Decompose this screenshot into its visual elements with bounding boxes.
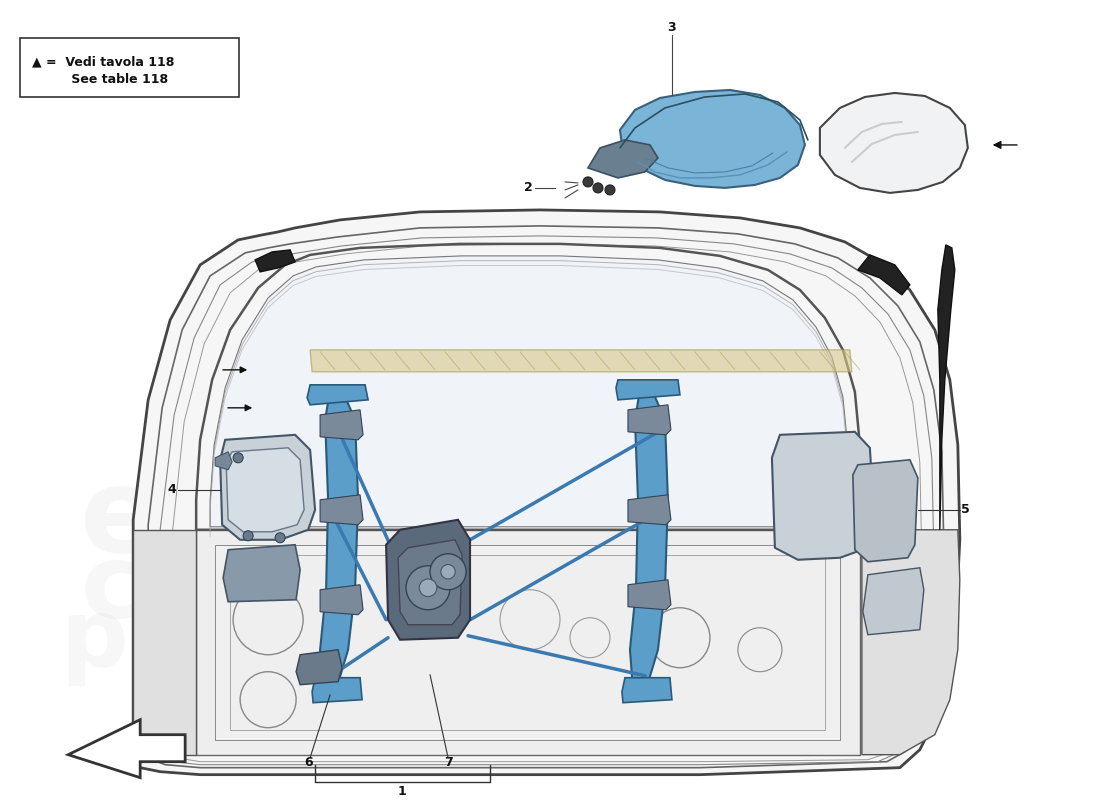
- Polygon shape: [628, 494, 671, 525]
- Polygon shape: [227, 448, 304, 532]
- Text: 5: 5: [961, 503, 970, 516]
- Text: 6: 6: [304, 756, 312, 769]
- Polygon shape: [616, 380, 680, 400]
- Circle shape: [406, 566, 450, 610]
- Circle shape: [275, 533, 285, 542]
- Polygon shape: [588, 140, 658, 178]
- Text: 4: 4: [168, 483, 176, 496]
- Polygon shape: [312, 678, 362, 702]
- Text: 2: 2: [524, 182, 532, 194]
- Circle shape: [593, 183, 603, 193]
- Polygon shape: [772, 432, 874, 560]
- Polygon shape: [621, 678, 672, 702]
- Polygon shape: [620, 90, 805, 188]
- Polygon shape: [133, 210, 960, 774]
- Text: See table 118: See table 118: [32, 74, 168, 86]
- Text: 7: 7: [443, 756, 452, 769]
- Polygon shape: [307, 385, 368, 405]
- Polygon shape: [938, 245, 955, 530]
- Text: la passion: la passion: [155, 550, 382, 650]
- Polygon shape: [220, 435, 315, 540]
- Circle shape: [233, 453, 243, 463]
- Circle shape: [430, 554, 466, 590]
- Polygon shape: [320, 585, 363, 614]
- Polygon shape: [296, 650, 342, 685]
- Text: car: car: [80, 539, 264, 640]
- Polygon shape: [398, 540, 462, 625]
- Polygon shape: [820, 93, 968, 193]
- Polygon shape: [852, 460, 917, 562]
- Polygon shape: [196, 530, 860, 754]
- Polygon shape: [320, 410, 363, 440]
- Polygon shape: [216, 545, 840, 740]
- Polygon shape: [216, 452, 232, 470]
- Circle shape: [419, 579, 437, 597]
- Polygon shape: [210, 256, 848, 526]
- Polygon shape: [630, 390, 668, 690]
- Text: since 1985: since 1985: [480, 608, 680, 692]
- FancyBboxPatch shape: [20, 38, 239, 97]
- Polygon shape: [320, 494, 363, 525]
- Polygon shape: [862, 530, 960, 754]
- Text: euro: euro: [80, 462, 384, 578]
- Polygon shape: [230, 554, 825, 730]
- Circle shape: [583, 177, 593, 187]
- Polygon shape: [223, 545, 300, 602]
- Circle shape: [243, 530, 253, 541]
- Text: ▲ =  Vedi tavola 118: ▲ = Vedi tavola 118: [32, 55, 175, 69]
- Polygon shape: [320, 390, 359, 690]
- Polygon shape: [310, 350, 851, 372]
- Text: parts: parts: [60, 594, 340, 686]
- Polygon shape: [255, 250, 295, 272]
- Polygon shape: [386, 520, 470, 640]
- Circle shape: [441, 565, 455, 579]
- Text: 3: 3: [668, 22, 676, 34]
- Polygon shape: [133, 530, 196, 754]
- Polygon shape: [628, 580, 671, 610]
- Polygon shape: [68, 720, 185, 778]
- Text: 1: 1: [398, 785, 406, 798]
- Polygon shape: [628, 405, 671, 435]
- Circle shape: [605, 185, 615, 195]
- Polygon shape: [862, 568, 924, 634]
- Polygon shape: [858, 255, 910, 295]
